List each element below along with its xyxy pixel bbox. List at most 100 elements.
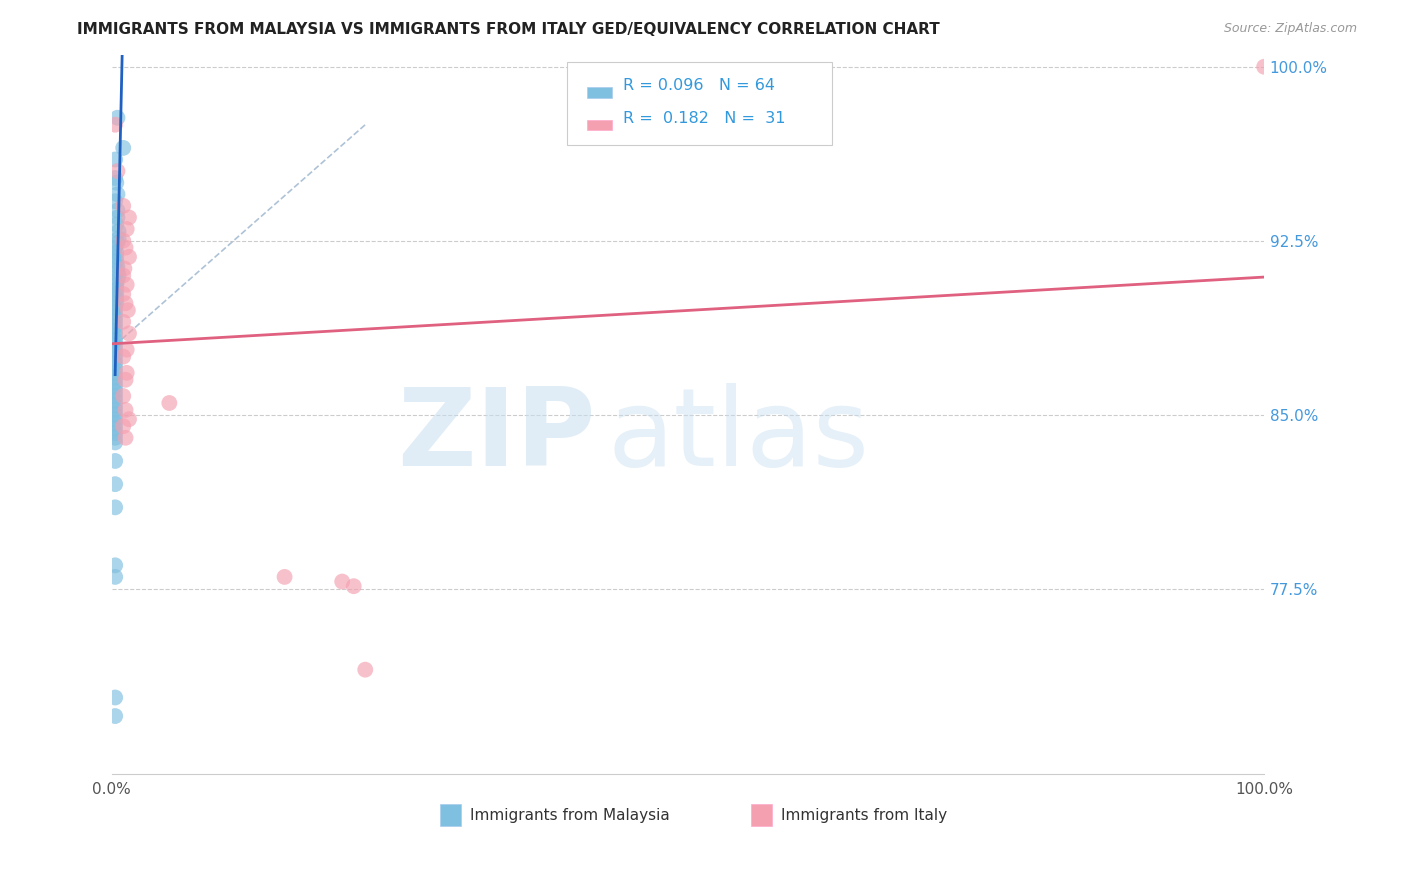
Point xyxy=(107,164,129,178)
Text: R = 0.096   N = 64: R = 0.096 N = 64 xyxy=(623,78,775,93)
Point xyxy=(107,235,129,250)
Point xyxy=(105,218,128,232)
Point xyxy=(104,361,127,376)
FancyBboxPatch shape xyxy=(586,120,612,130)
Point xyxy=(104,403,127,417)
Point xyxy=(107,187,129,202)
Point xyxy=(104,421,127,435)
Point xyxy=(104,384,127,399)
Point xyxy=(343,579,366,593)
Point xyxy=(330,574,353,589)
Point xyxy=(107,231,129,245)
Point xyxy=(1253,60,1275,74)
Point xyxy=(105,292,128,306)
Point xyxy=(107,268,129,283)
Point xyxy=(157,396,180,410)
Point xyxy=(115,277,138,292)
Point xyxy=(104,370,127,384)
Point xyxy=(104,417,127,431)
Point xyxy=(104,389,127,403)
Point xyxy=(104,570,127,584)
Point xyxy=(104,324,127,338)
Point xyxy=(115,222,138,236)
Point xyxy=(105,254,128,268)
Point xyxy=(107,273,129,287)
Point xyxy=(104,408,127,422)
Text: atlas: atlas xyxy=(607,384,869,489)
Point xyxy=(104,431,127,445)
Point xyxy=(104,380,127,394)
FancyBboxPatch shape xyxy=(751,805,772,826)
Point xyxy=(114,296,136,310)
Text: Source: ZipAtlas.com: Source: ZipAtlas.com xyxy=(1223,22,1357,36)
Point xyxy=(104,357,127,371)
Point xyxy=(112,287,135,301)
FancyBboxPatch shape xyxy=(440,805,461,826)
Point xyxy=(104,366,127,380)
Text: Immigrants from Italy: Immigrants from Italy xyxy=(782,807,948,822)
Point xyxy=(107,224,129,238)
Point xyxy=(114,403,136,417)
Point xyxy=(105,296,128,310)
Point xyxy=(112,268,135,283)
Point xyxy=(104,338,127,352)
Point xyxy=(104,393,127,408)
Point xyxy=(104,398,127,412)
Point xyxy=(104,305,127,319)
Point xyxy=(112,419,135,434)
Point xyxy=(105,277,128,292)
Point xyxy=(104,194,127,209)
Point xyxy=(118,412,141,426)
Point xyxy=(105,250,128,264)
Point xyxy=(107,111,129,125)
Point xyxy=(104,315,127,329)
Point xyxy=(104,118,127,132)
Text: IMMIGRANTS FROM MALAYSIA VS IMMIGRANTS FROM ITALY GED/EQUIVALENCY CORRELATION CH: IMMIGRANTS FROM MALAYSIA VS IMMIGRANTS F… xyxy=(77,22,941,37)
Point xyxy=(354,663,377,677)
Point xyxy=(104,241,127,255)
Point xyxy=(114,431,136,445)
Point xyxy=(104,435,127,450)
Point xyxy=(104,328,127,343)
Point xyxy=(104,343,127,357)
Point xyxy=(112,234,135,248)
Point xyxy=(105,176,128,190)
Point xyxy=(112,350,135,364)
Point xyxy=(104,351,127,366)
Point xyxy=(273,570,295,584)
Point xyxy=(112,389,135,403)
Point xyxy=(104,171,127,186)
Point xyxy=(112,141,135,155)
Point xyxy=(118,250,141,264)
Point xyxy=(104,412,127,426)
Point xyxy=(104,500,127,515)
Point xyxy=(104,310,127,325)
Point xyxy=(104,558,127,573)
Point xyxy=(114,373,136,387)
Text: ZIP: ZIP xyxy=(398,384,596,489)
Point xyxy=(107,203,129,218)
Point xyxy=(104,375,127,389)
Point xyxy=(115,343,138,357)
Point xyxy=(112,199,135,213)
Point xyxy=(104,347,127,361)
Point xyxy=(104,334,127,348)
Point xyxy=(104,477,127,491)
Point xyxy=(107,259,129,273)
Point xyxy=(117,303,139,318)
Point xyxy=(104,454,127,468)
Point xyxy=(107,264,129,278)
Point xyxy=(104,319,127,334)
Point xyxy=(107,211,129,225)
Point xyxy=(105,287,128,301)
Point xyxy=(112,315,135,329)
Point xyxy=(104,690,127,705)
Point xyxy=(104,709,127,723)
Point xyxy=(114,241,136,255)
Point xyxy=(112,261,135,276)
Point xyxy=(105,282,128,296)
Point xyxy=(118,211,141,225)
Point xyxy=(104,153,127,167)
Text: Immigrants from Malaysia: Immigrants from Malaysia xyxy=(470,807,669,822)
Point xyxy=(118,326,141,341)
